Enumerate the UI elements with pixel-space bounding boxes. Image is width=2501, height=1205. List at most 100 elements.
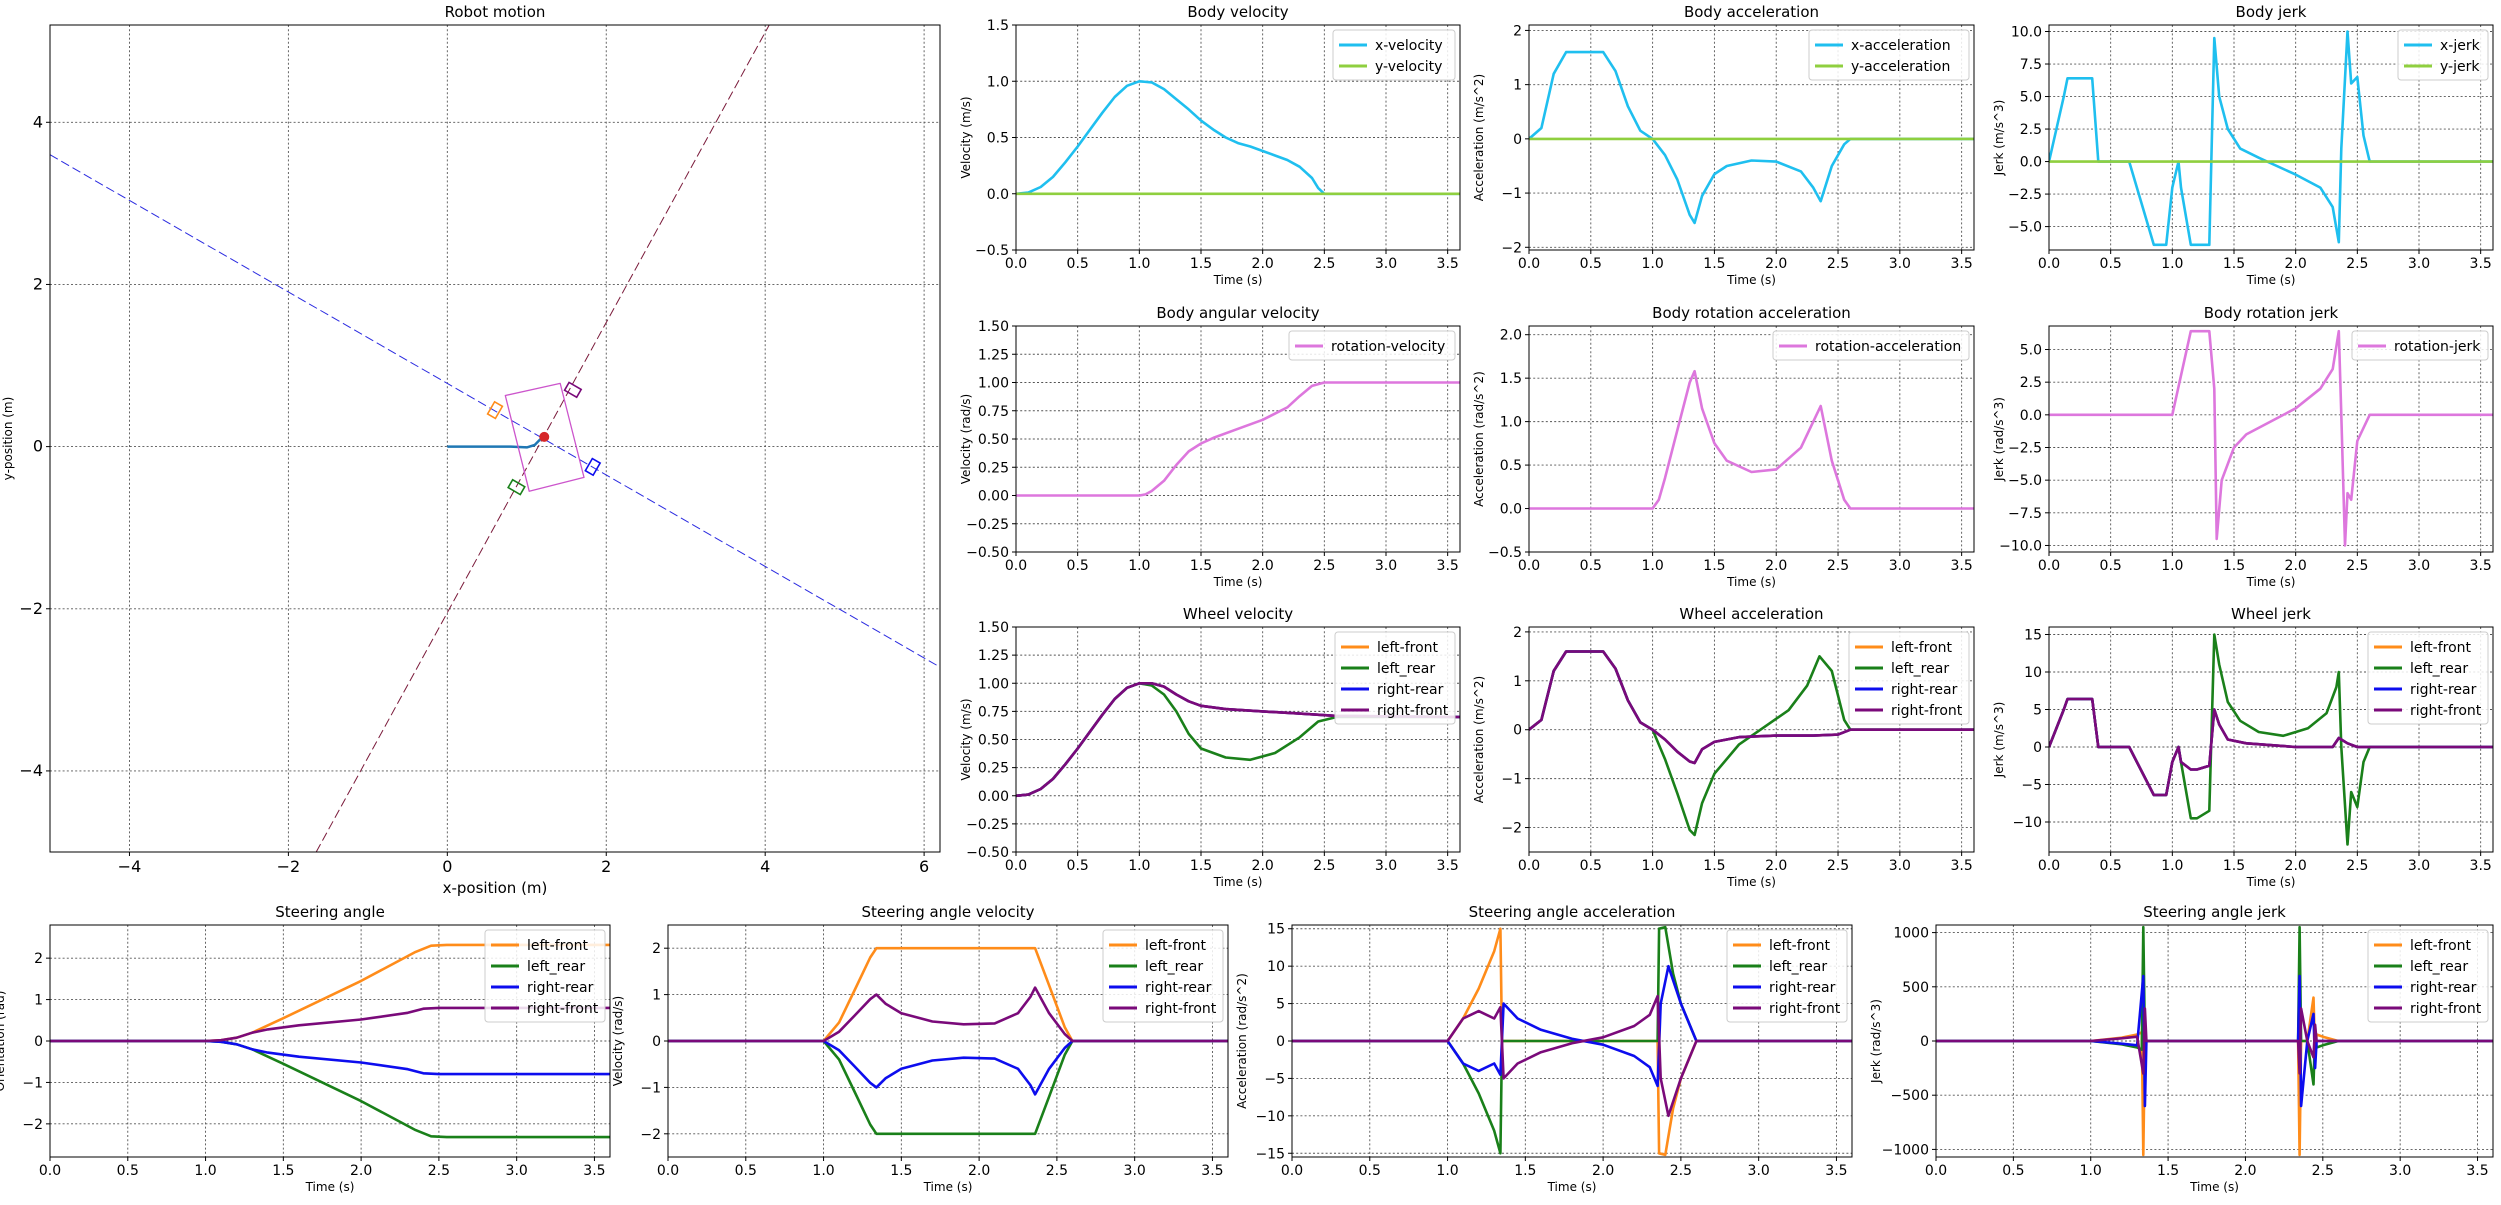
y-tick-label: 500 <box>1902 980 1929 996</box>
y-tick-label: −0.25 <box>966 517 1009 533</box>
x-tick-label: 3.0 <box>1375 256 1397 272</box>
plot-area <box>1292 925 1852 1157</box>
y-tick-label: −2 <box>1501 821 1522 837</box>
chart-title: Robot motion <box>445 3 546 21</box>
x-tick-label: 2.0 <box>1252 858 1274 874</box>
chart-title: Wheel jerk <box>2231 605 2311 623</box>
legend-label: x-acceleration <box>1851 38 1951 54</box>
y-axis-label: Acceleration (m/s^2) <box>1472 676 1486 803</box>
x-axis-label: Time (s) <box>1726 875 1776 889</box>
y-tick-label: 5 <box>1276 997 1285 1013</box>
axes-frame <box>1528 24 1975 251</box>
x-axis-label: Time (s) <box>1213 875 1263 889</box>
chart-body-angular-velocity: 0.0 0.5 1.0 1.5 2.0 2.5 3.0 3.5 −0.50 −0.25 0.00 0.… <box>959 304 1461 589</box>
x-tick-label: 1.5 <box>1190 558 1212 574</box>
x-tick-label: 1.5 <box>1703 558 1725 574</box>
legend-label: right-front <box>1891 703 1963 719</box>
y-tick-label: −2 <box>22 1117 43 1133</box>
x-tick-label: −4 <box>118 857 142 876</box>
x-tick-label: 3.0 <box>1889 558 1911 574</box>
y-axis-label: Velocity (m/s) <box>959 698 973 780</box>
plot-area <box>1529 369 1974 510</box>
legend-box <box>2351 330 2489 361</box>
chart-body-velocity: 0.0 0.5 1.0 1.5 2.0 2.5 3.0 3.5−0.50.00.51.01.5… <box>959 3 1461 287</box>
y-tick-label: 2 <box>1513 23 1522 39</box>
legend-label: left-front <box>1377 640 1439 656</box>
x-tick-label: 2.0 <box>1765 858 1787 874</box>
x-tick-label: 1.5 <box>2223 858 2245 874</box>
x-tick-label: 3.0 <box>506 1163 528 1179</box>
x-tick-label: 2 <box>601 857 611 876</box>
x-tick-label: 0.5 <box>2100 256 2122 272</box>
series-right-front <box>668 986 1228 1043</box>
x-tick-label: 0.5 <box>1580 558 1602 574</box>
legend-box <box>1726 929 1848 1023</box>
x-axis-label: Time (s) <box>2189 1180 2239 1194</box>
y-tick-label: 0 <box>652 1034 661 1050</box>
plot-area <box>2049 633 2493 846</box>
series-robot-path <box>447 436 544 449</box>
legend-box <box>2367 631 2489 725</box>
chart-robot: −4 −2 0 2 4 6 −4 −2 0 2 4 Robot motion x-position (m… <box>1 3 941 897</box>
legend: left-front left_rear right-rear right-front <box>2367 631 2489 725</box>
legend-label: rotation-velocity <box>1331 339 1445 355</box>
axes-frame <box>1015 626 1461 853</box>
x-tick-label: 2.5 <box>2346 558 2368 574</box>
legend-label: left_rear <box>1377 661 1435 677</box>
x-tick-label: 0.5 <box>2100 558 2122 574</box>
series-x-jerk <box>2049 30 2493 247</box>
chart-steering-angle-jerk: 0.0 0.5 1.0 1.5 2.0 2.5 3.0 3.5 −1000 −500 0 500 100… <box>1869 903 2494 1194</box>
x-tick-label: 0.5 <box>735 1163 757 1179</box>
legend: left-front left_rear right-rear right-front <box>484 929 606 1023</box>
y-tick-label: 2.5 <box>2020 375 2042 391</box>
y-axis-label: Orientation (rad) <box>0 991 7 1092</box>
x-tick-label: 2.5 <box>1827 558 1849 574</box>
x-tick-label: 2.5 <box>2346 858 2368 874</box>
x-tick-label: 2.5 <box>1827 256 1849 272</box>
x-tick-label: 1.5 <box>2223 558 2245 574</box>
y-axis-label: Jerk (rad/s^3) <box>1992 397 2006 482</box>
y-tick-label: −2 <box>19 599 43 618</box>
chart-title: Wheel velocity <box>1183 605 1293 623</box>
axes-frame <box>667 924 1229 1158</box>
y-tick-label: 2 <box>34 951 43 967</box>
y-tick-label: 0 <box>33 437 43 456</box>
x-tick-label: 0.0 <box>1925 1163 1947 1179</box>
plot-area <box>1016 682 1460 798</box>
x-tick-label: 2.5 <box>1313 558 1335 574</box>
y-tick-label: −500 <box>1891 1088 1929 1104</box>
x-tick-label: 3.0 <box>1748 1163 1770 1179</box>
y-tick-label: 15 <box>2024 628 2042 644</box>
x-tick-label: 1.5 <box>890 1163 912 1179</box>
y-axis-label: Acceleration (rad/s^2) <box>1472 371 1486 507</box>
legend-label: y-velocity <box>1375 59 1442 75</box>
y-tick-label: 0 <box>34 1034 43 1050</box>
y-tick-label: 0.0 <box>2020 408 2042 424</box>
x-axis-label: Time (s) <box>1213 575 1263 589</box>
legend: rotation-velocity <box>1288 330 1456 361</box>
x-tick-label: 0.0 <box>2038 858 2060 874</box>
chart-title: Steering angle <box>275 903 385 921</box>
y-tick-label: 5 <box>2033 703 2042 719</box>
x-tick-label: −2 <box>277 857 301 876</box>
legend-label: left-front <box>1769 938 1831 954</box>
legend-box <box>1334 631 1456 725</box>
x-tick-label: 3.5 <box>1951 858 1973 874</box>
x-tick-label: 1.0 <box>1641 558 1663 574</box>
x-axis-label: Time (s) <box>1547 1180 1597 1194</box>
plot-area <box>1529 50 1974 225</box>
y-tick-label: 0.0 <box>987 187 1009 203</box>
legend-label: left-front <box>1891 640 1953 656</box>
legend-label: left_rear <box>1145 959 1203 975</box>
x-tick-label: 3.5 <box>1951 256 1973 272</box>
x-tick-label: 0.0 <box>1005 558 1027 574</box>
x-tick-label: 3.0 <box>2408 858 2430 874</box>
chart-title: Steering angle acceleration <box>1469 903 1676 921</box>
y-tick-label: 1.0 <box>987 74 1009 90</box>
wheel-left-front <box>486 400 504 420</box>
legend-label: right-rear <box>1891 682 1958 698</box>
y-tick-label: 15 <box>1267 922 1285 938</box>
x-tick-label: 1.5 <box>1190 858 1212 874</box>
y-axis-label: Velocity (m/s) <box>959 96 973 178</box>
